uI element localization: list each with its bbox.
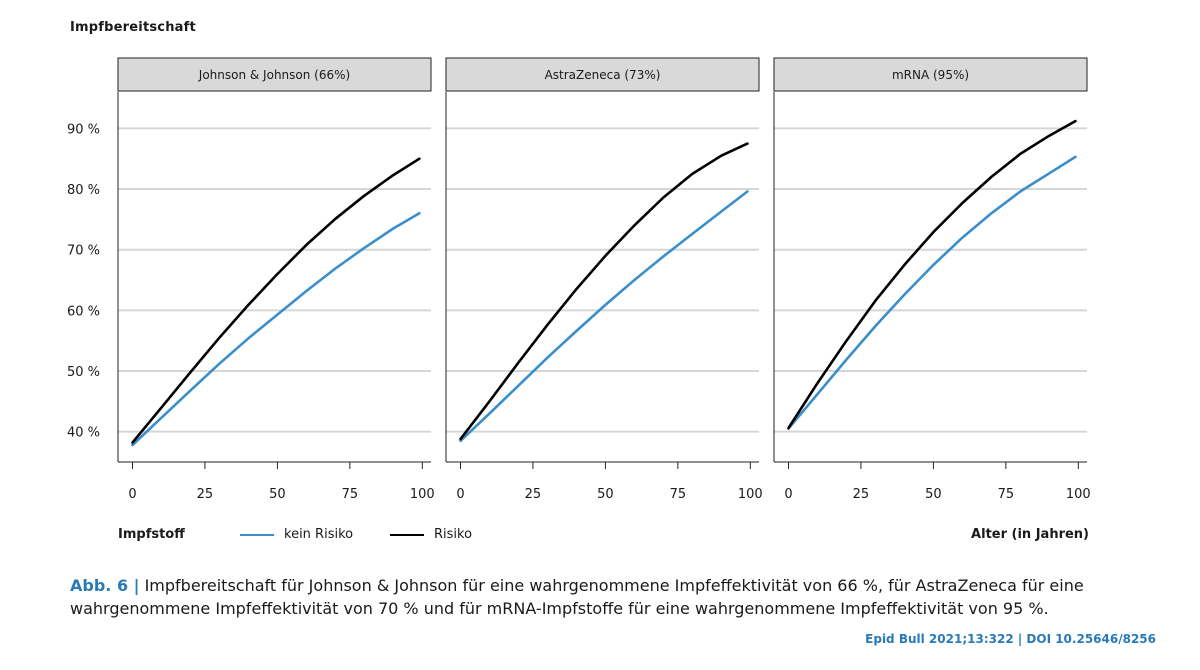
series-line-kein-risiko	[131, 212, 421, 447]
x-tick-label: 100	[410, 487, 435, 502]
x-tick-label: 50	[269, 487, 286, 502]
x-tick-label: 75	[342, 487, 359, 502]
panel-title: Johnson & Johnson (66%)	[198, 68, 350, 82]
figure-caption: Abb. 6 | Impfbereitschaft für Johnson & …	[70, 574, 1130, 620]
y-tick-label: 60 %	[67, 304, 100, 319]
series-line-risiko	[787, 119, 1077, 430]
panel-header	[117, 57, 432, 92]
panel-header	[773, 57, 1088, 92]
series-line-risiko	[459, 142, 749, 441]
y-tick-label: 90 %	[67, 122, 100, 137]
y-tick-label: 40 %	[67, 426, 100, 441]
legend-label-kein-risiko: kein Risiko	[284, 527, 354, 542]
x-tick-label: 50	[597, 487, 614, 502]
x-axis-title: Alter (in Jahren)	[971, 527, 1089, 542]
panel-2: mRNA (95%) 0 25 50 75 100	[773, 57, 1091, 502]
y-tick-label: 80 %	[67, 183, 100, 198]
series-line-risiko	[131, 157, 421, 444]
x-tick-label: 25	[853, 487, 870, 502]
source-citation: Epid Bull 2021;13:322 | DOI 10.25646/825…	[865, 632, 1156, 646]
y-tick-label: 50 %	[67, 365, 100, 380]
y-axis-title: Impfbereitschaft	[70, 20, 196, 35]
panel-0: Johnson & Johnson (66%) 0 25 50 75 100	[117, 57, 435, 502]
legend-label-risiko: Risiko	[434, 527, 473, 542]
legend: Impfstoff kein Risiko Risiko	[0, 527, 1200, 547]
x-tick-label: 75	[998, 487, 1015, 502]
series-line-kein-risiko	[459, 190, 749, 443]
legend-item-kein-risiko: kein Risiko	[240, 527, 353, 542]
x-tick-label: 25	[197, 487, 214, 502]
x-tick-label: 50	[925, 487, 942, 502]
panel-header	[445, 57, 760, 92]
series-line-kein-risiko	[787, 155, 1077, 430]
figure-number: Abb. 6 |	[70, 576, 140, 595]
panel-title: mRNA (95%)	[892, 68, 969, 82]
x-tick-label: 0	[128, 487, 136, 502]
x-tick-label: 100	[738, 487, 763, 502]
panel-1: AstraZeneca (73%) 0 25 50 75 100	[445, 57, 763, 502]
x-tick-label: 0	[784, 487, 792, 502]
legend-swatch-risiko	[390, 533, 424, 536]
legend-item-risiko: Risiko	[390, 527, 472, 542]
legend-title: Impfstoff	[118, 527, 185, 542]
x-tick-label: 75	[670, 487, 687, 502]
x-tick-label: 100	[1066, 487, 1091, 502]
x-tick-label: 25	[525, 487, 542, 502]
y-tick-label: 70 %	[67, 244, 100, 259]
caption-text: Impfbereitschaft für Johnson & Johnson f…	[70, 576, 1084, 618]
legend-swatch-kein-risiko	[240, 533, 274, 536]
panel-title: AstraZeneca (73%)	[545, 68, 661, 82]
x-tick-label: 0	[456, 487, 464, 502]
